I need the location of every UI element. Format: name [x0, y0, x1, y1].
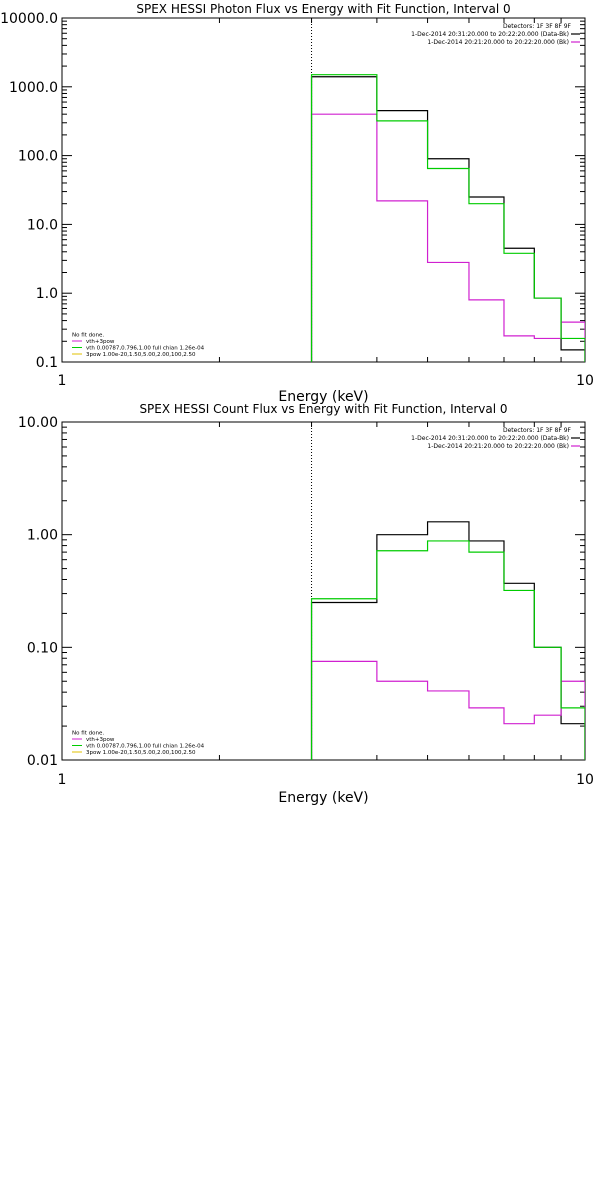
legend-entry: 1-Dec-2014 20:31:20.000 to 20:22:20.000 …	[411, 435, 569, 442]
y-tick-label: 0.1	[36, 355, 58, 371]
series-data-bk	[310, 76, 585, 362]
info-line: 3pow 1.00e-20,1.50,5.00,2.00,100,2.50	[86, 750, 196, 756]
series-vth-3pow	[310, 74, 585, 362]
y-tick-label: 10000.0	[0, 11, 58, 27]
legend-entry: 1-Dec-2014 20:31:20.000 to 20:22:20.000 …	[411, 31, 569, 38]
legend-header: Detectors: 1F 3F 8F 9F	[503, 427, 572, 434]
x-axis-label: Energy (keV)	[278, 790, 368, 806]
y-tick-label: 0.01	[27, 753, 58, 769]
info-line: 3pow 1.00e-20,1.50,5.00,2.00,100,2.50	[86, 352, 196, 358]
chart-2: SPEX HESSI Count Flux vs Energy with Fit…	[18, 402, 594, 806]
legend-entry: 1-Dec-2014 20:21:20.000 to 20:22:20.000 …	[427, 443, 569, 450]
y-tick-label: 1000.0	[9, 80, 58, 96]
plot-frame	[61, 17, 586, 363]
series-bk	[310, 113, 585, 362]
series-data-bk	[310, 521, 585, 760]
legend-entry: 1-Dec-2014 20:21:20.000 to 20:22:20.000 …	[427, 39, 569, 46]
series-bk	[310, 660, 585, 760]
x-tick-label: 1	[58, 373, 67, 389]
series-vth-3pow	[310, 540, 585, 760]
info-line: vth+3pow	[86, 737, 115, 743]
chart-title: SPEX HESSI Photon Flux vs Energy with Fi…	[136, 2, 510, 16]
y-tick-label: 1.0	[36, 286, 58, 302]
legend-header: Detectors: 1F 3F 8F 9F	[503, 23, 572, 30]
plot-frame	[61, 421, 586, 761]
x-tick-label: 1	[58, 772, 67, 788]
x-tick-label: 10	[576, 772, 594, 788]
info-line: vth+3pow	[86, 339, 115, 345]
y-tick-label: 10.00	[18, 415, 58, 431]
chart-title: SPEX HESSI Count Flux vs Energy with Fit…	[139, 402, 507, 416]
y-tick-label: 10.0	[27, 217, 58, 233]
x-axis-label: Energy (keV)	[278, 389, 368, 405]
info-line: No fit done.	[72, 333, 104, 339]
info-line: vth 0.00787,0.796,1.00 full chian 1.26e-…	[86, 744, 205, 750]
chart-1: SPEX HESSI Photon Flux vs Energy with Fi…	[0, 2, 594, 405]
info-line: vth 0.00787,0.796,1.00 full chian 1.26e-…	[86, 346, 205, 352]
y-tick-label: 100.0	[18, 149, 58, 165]
y-tick-label: 1.00	[27, 528, 58, 544]
info-line: No fit done.	[72, 731, 104, 737]
x-tick-label: 10	[576, 373, 594, 389]
y-tick-label: 0.10	[27, 640, 58, 656]
